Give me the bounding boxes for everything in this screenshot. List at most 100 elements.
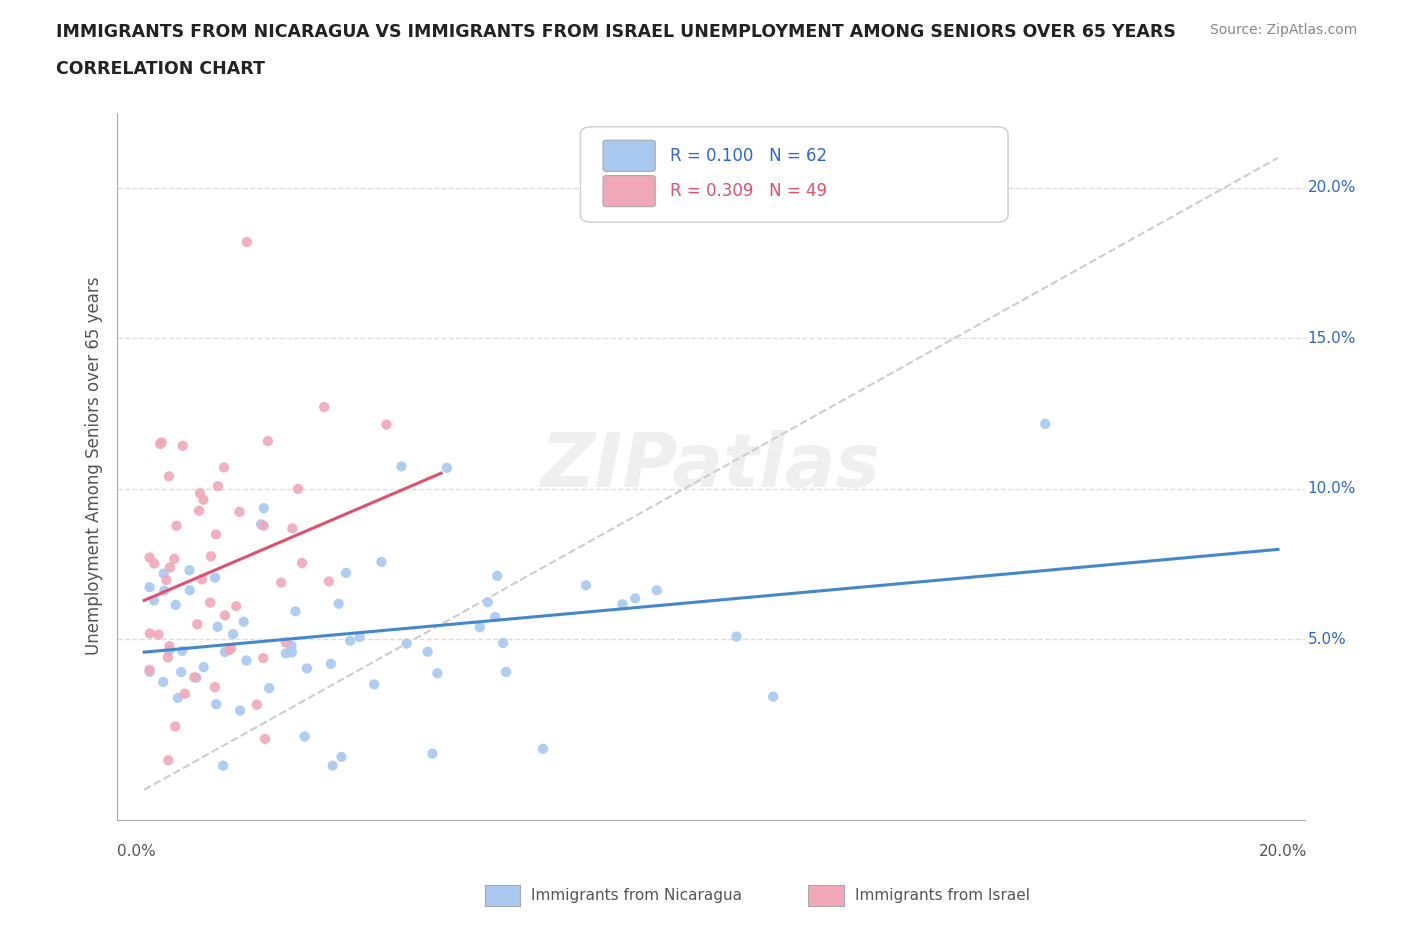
FancyBboxPatch shape [603,140,655,171]
Point [138,579,160,594]
Point [274,635,297,650]
Text: 0.0%: 0.0% [117,844,156,859]
Point [200,595,222,610]
Point [762,689,785,704]
Point [138,664,160,679]
Point [214,608,236,623]
Point [375,418,398,432]
Y-axis label: Unemployment Among Seniors over 65 years: Unemployment Among Seniors over 65 years [86,277,103,656]
Point [156,650,179,665]
Point [170,665,193,680]
Point [252,651,274,666]
Point [204,680,226,695]
Text: R = 0.309   N = 49: R = 0.309 N = 49 [669,182,827,200]
Point [219,641,242,656]
Point [484,609,506,624]
Point [322,758,344,773]
Point [725,629,748,644]
Point [150,435,173,450]
Point [236,234,259,249]
Point [205,527,228,542]
Point [486,568,509,583]
Point [165,597,187,612]
Point [1033,417,1056,432]
Point [281,521,304,536]
Point [157,469,180,484]
Point [186,617,208,631]
Point [159,560,181,575]
Point [157,753,180,768]
Point [624,591,647,605]
Point [477,595,499,610]
Point [232,614,254,629]
Point [318,574,340,589]
Text: R = 0.100   N = 62: R = 0.100 N = 62 [669,147,827,165]
Point [188,503,211,518]
Point [363,677,385,692]
Text: 5.0%: 5.0% [1308,631,1347,646]
Point [235,653,257,668]
Point [191,572,214,587]
Point [495,665,517,680]
Point [138,551,160,565]
Point [165,719,187,734]
Point [287,482,309,497]
Text: 20.0%: 20.0% [1260,844,1308,859]
Point [257,681,280,696]
Point [295,661,318,676]
Point [172,438,194,453]
Point [218,643,240,658]
Point [319,657,342,671]
Point [575,578,598,592]
Point [143,556,166,571]
Text: CORRELATION CHART: CORRELATION CHART [56,60,266,78]
Point [153,583,176,598]
Point [212,460,235,475]
Point [416,644,439,659]
Point [173,686,195,701]
Text: Immigrants from Israel: Immigrants from Israel [855,888,1029,903]
Point [492,635,515,650]
Point [228,504,250,519]
Point [531,741,554,756]
Point [422,746,444,761]
Point [349,630,371,644]
Point [214,644,236,659]
Point [205,697,228,711]
Point [207,479,229,494]
Point [257,433,280,448]
FancyBboxPatch shape [581,126,1008,222]
Point [281,644,304,659]
Point [179,583,201,598]
Text: 20.0%: 20.0% [1308,180,1355,195]
Text: 10.0%: 10.0% [1308,482,1355,497]
Point [330,750,353,764]
Text: IMMIGRANTS FROM NICARAGUA VS IMMIGRANTS FROM ISRAEL UNEMPLOYMENT AMONG SENIORS O: IMMIGRANTS FROM NICARAGUA VS IMMIGRANTS … [56,23,1175,41]
Text: Source: ZipAtlas.com: Source: ZipAtlas.com [1209,23,1357,37]
Point [225,599,247,614]
Point [250,517,273,532]
Point [274,646,297,661]
Point [212,758,235,773]
Point [426,666,449,681]
Point [172,644,194,658]
Point [229,703,252,718]
Point [339,633,361,648]
Point [253,500,276,515]
Text: 15.0%: 15.0% [1308,331,1355,346]
Point [222,627,245,642]
Point [148,627,170,642]
Point [335,565,357,580]
Point [179,563,201,578]
Point [188,485,211,500]
Point [143,593,166,608]
Point [166,691,188,706]
Point [391,458,413,473]
Point [152,566,174,581]
Point [612,597,634,612]
Point [149,436,172,451]
Point [183,670,205,684]
Point [395,636,418,651]
Point [328,596,350,611]
Point [436,460,458,475]
